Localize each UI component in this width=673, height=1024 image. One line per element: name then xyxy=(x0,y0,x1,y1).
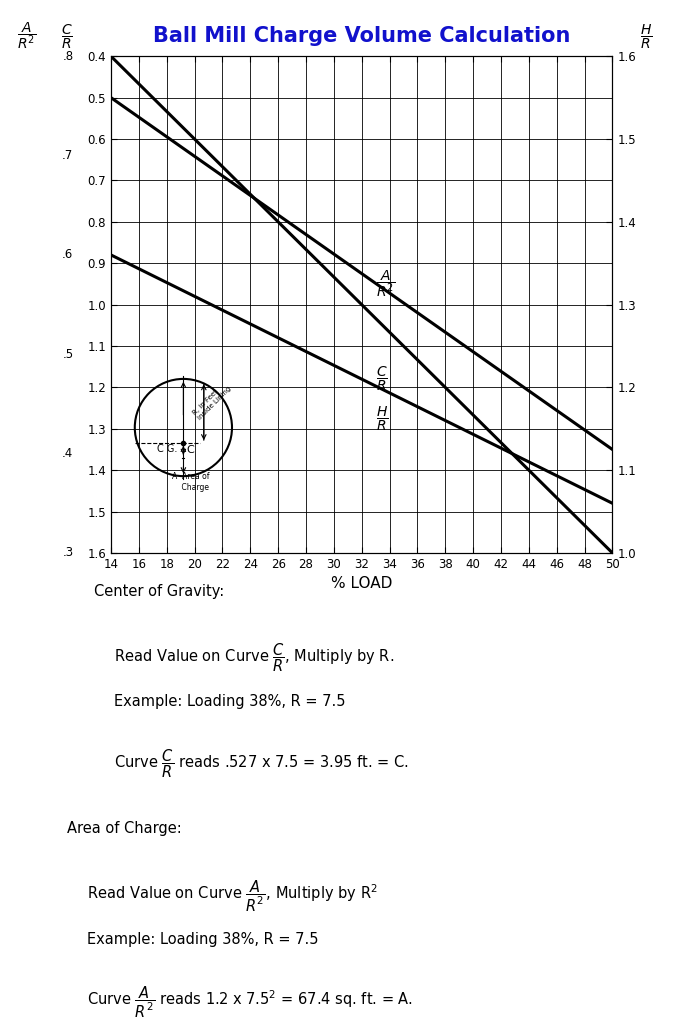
Text: .6: .6 xyxy=(62,249,73,261)
Text: .3: .3 xyxy=(63,547,73,559)
Text: C G.: C G. xyxy=(157,444,178,454)
Text: Example: Loading 38%, R = 7.5: Example: Loading 38%, R = 7.5 xyxy=(114,694,346,710)
Text: .7: .7 xyxy=(62,150,73,162)
Text: Read Value on Curve $\dfrac{A}{R^2}$, Multiply by R$^2$: Read Value on Curve $\dfrac{A}{R^2}$, Mu… xyxy=(87,879,378,913)
Title: Ball Mill Charge Volume Calculation: Ball Mill Charge Volume Calculation xyxy=(153,27,571,46)
Text: Area of Charge:: Area of Charge: xyxy=(67,821,182,837)
Text: $\dfrac{C}{R}$: $\dfrac{C}{R}$ xyxy=(376,365,388,393)
Text: A  Area of
    Charge: A Area of Charge xyxy=(172,472,209,492)
Text: R, in Feet
Inside Lining: R, in Feet Inside Lining xyxy=(192,381,233,421)
Text: Example: Loading 38%, R = 7.5: Example: Loading 38%, R = 7.5 xyxy=(87,932,319,947)
Text: .8: .8 xyxy=(63,50,73,62)
Text: .4: .4 xyxy=(62,447,73,460)
Text: $\dfrac{A}{R^2}$: $\dfrac{A}{R^2}$ xyxy=(17,20,36,51)
Text: Center of Gravity:: Center of Gravity: xyxy=(94,584,225,599)
Text: $\dfrac{H}{R}$: $\dfrac{H}{R}$ xyxy=(376,404,388,432)
Text: $\dfrac{A}{R^2}$: $\dfrac{A}{R^2}$ xyxy=(376,268,395,299)
Text: C: C xyxy=(187,445,194,456)
Text: $\dfrac{H}{R}$: $\dfrac{H}{R}$ xyxy=(640,23,652,51)
X-axis label: % LOAD: % LOAD xyxy=(331,577,392,592)
Text: Curve $\dfrac{C}{R}$ reads .527 x 7.5 = 3.95 ft. = C.: Curve $\dfrac{C}{R}$ reads .527 x 7.5 = … xyxy=(114,748,409,780)
Text: .5: .5 xyxy=(63,348,73,360)
Text: $\dfrac{C}{R}$: $\dfrac{C}{R}$ xyxy=(61,23,73,51)
Text: Curve $\dfrac{A}{R^2}$ reads 1.2 x 7.5$^2$ = 67.4 sq. ft. = A.: Curve $\dfrac{A}{R^2}$ reads 1.2 x 7.5$^… xyxy=(87,985,414,1020)
Text: Read Value on Curve $\dfrac{C}{R}$, Multiply by R.: Read Value on Curve $\dfrac{C}{R}$, Mult… xyxy=(114,641,394,674)
